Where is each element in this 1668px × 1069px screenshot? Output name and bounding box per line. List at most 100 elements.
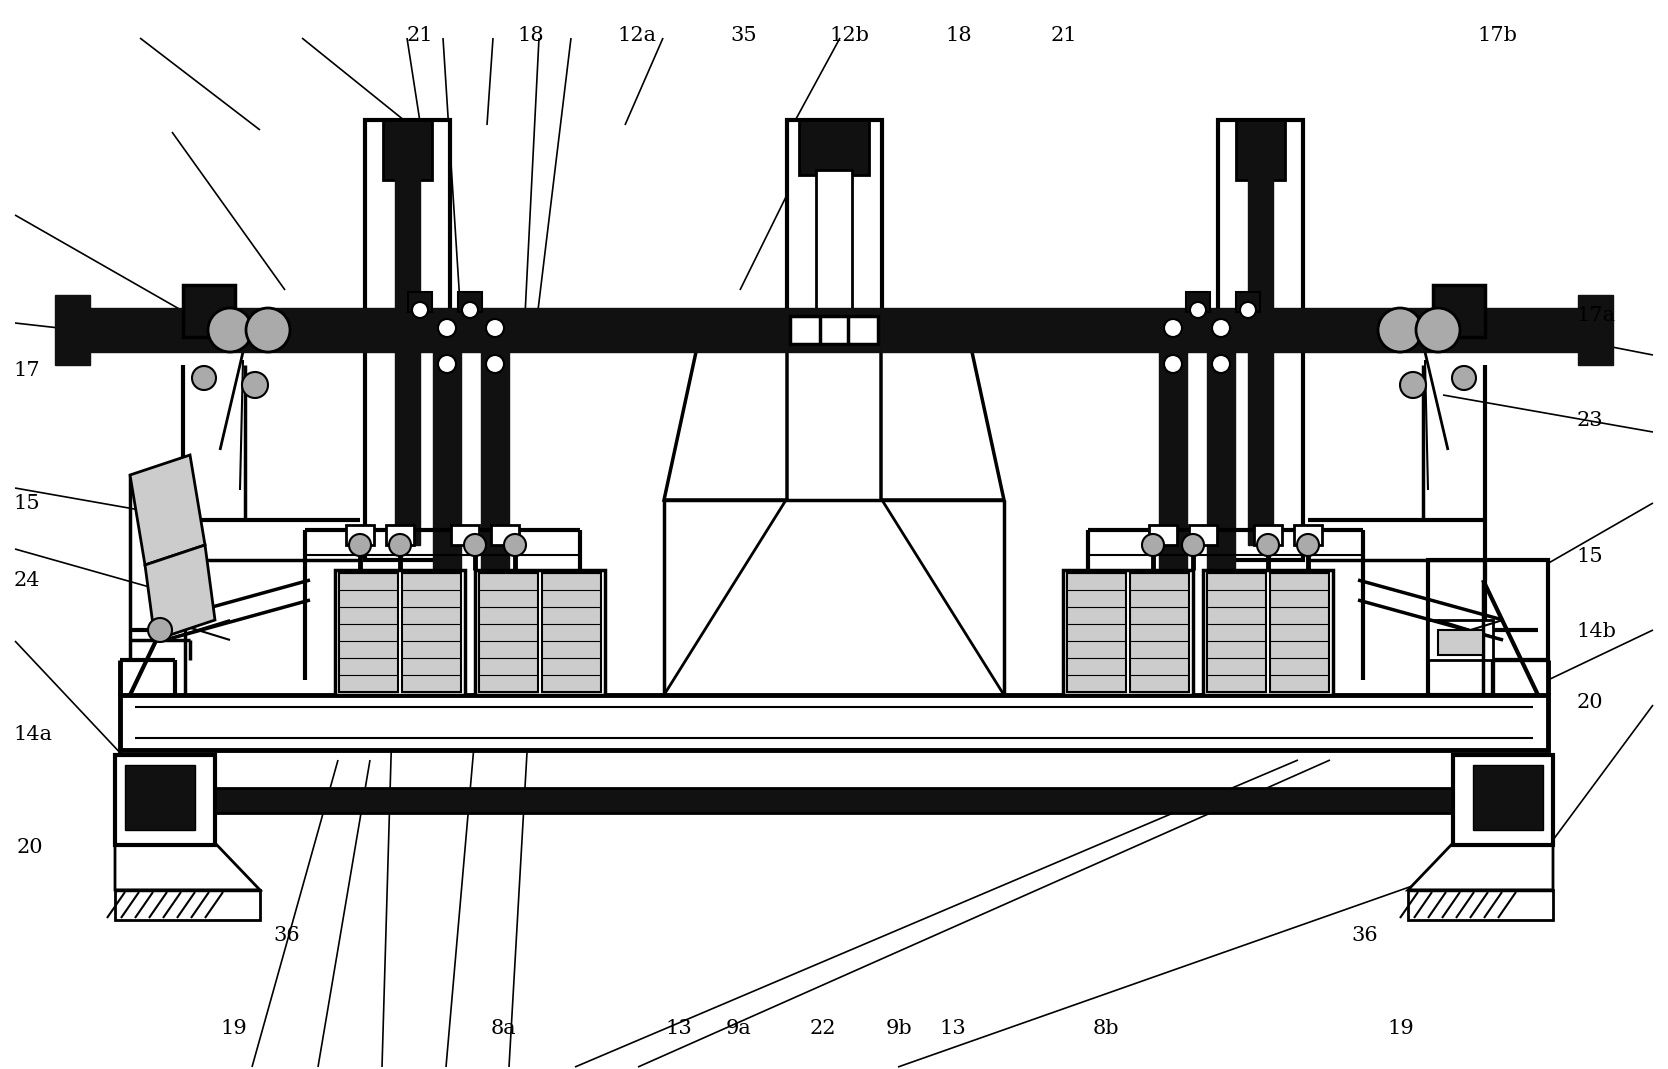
Text: 19: 19 — [220, 1019, 247, 1038]
Text: 18: 18 — [946, 26, 972, 45]
Bar — [450, 525, 479, 545]
Circle shape — [412, 303, 429, 317]
Bar — [115, 755, 215, 845]
Text: 14b: 14b — [1576, 622, 1616, 641]
Polygon shape — [881, 315, 1004, 500]
Bar — [1208, 352, 1234, 620]
Bar — [1269, 573, 1329, 692]
Bar — [1236, 120, 1284, 180]
Bar — [1068, 573, 1126, 692]
Text: 15: 15 — [13, 494, 40, 513]
Text: 21: 21 — [407, 26, 434, 45]
Circle shape — [1239, 303, 1256, 317]
Bar — [409, 292, 432, 312]
Bar — [345, 525, 374, 545]
Bar — [1236, 292, 1259, 312]
Bar — [490, 525, 519, 545]
Circle shape — [1164, 355, 1183, 373]
Bar — [1428, 620, 1493, 660]
Text: 9b: 9b — [886, 1019, 912, 1038]
Circle shape — [1258, 534, 1279, 556]
Circle shape — [1164, 319, 1183, 337]
Circle shape — [1378, 308, 1423, 352]
Circle shape — [242, 372, 269, 398]
Text: 17b: 17b — [1478, 26, 1518, 45]
Text: 36: 36 — [1351, 926, 1378, 945]
Bar — [799, 120, 869, 175]
Text: 20: 20 — [1576, 693, 1603, 712]
Bar — [1248, 175, 1273, 545]
Text: 13: 13 — [939, 1019, 966, 1038]
Text: 18: 18 — [517, 26, 544, 45]
Circle shape — [439, 319, 455, 337]
Bar — [384, 120, 432, 180]
Text: 20: 20 — [17, 838, 43, 857]
Circle shape — [504, 534, 525, 556]
Bar — [816, 170, 852, 315]
Bar — [480, 352, 509, 620]
Circle shape — [485, 319, 504, 337]
Bar — [60, 308, 85, 352]
Bar — [475, 570, 605, 695]
Circle shape — [462, 303, 479, 317]
Bar — [125, 765, 195, 830]
Text: 35: 35 — [731, 26, 757, 45]
Polygon shape — [130, 455, 205, 566]
Bar — [791, 316, 877, 344]
Bar — [1218, 120, 1303, 560]
Circle shape — [148, 618, 172, 642]
Circle shape — [1213, 355, 1229, 373]
Bar — [183, 285, 235, 337]
Bar — [1159, 352, 1188, 620]
Text: 22: 22 — [809, 1019, 836, 1038]
Bar — [1294, 525, 1323, 545]
Bar — [115, 788, 1553, 814]
Bar — [1408, 890, 1553, 920]
Bar — [1189, 525, 1218, 545]
Text: 8b: 8b — [1093, 1019, 1119, 1038]
Polygon shape — [145, 545, 215, 640]
Bar — [1186, 292, 1209, 312]
Circle shape — [464, 534, 485, 556]
Text: 12b: 12b — [829, 26, 869, 45]
Bar — [1578, 295, 1613, 365]
Bar — [1254, 525, 1283, 545]
Circle shape — [485, 355, 504, 373]
Bar — [1203, 570, 1333, 695]
Polygon shape — [115, 843, 260, 890]
Circle shape — [389, 534, 410, 556]
Bar — [115, 890, 260, 920]
Text: 12a: 12a — [617, 26, 657, 45]
Text: 9a: 9a — [726, 1019, 752, 1038]
Circle shape — [1416, 308, 1460, 352]
Polygon shape — [1428, 560, 1548, 695]
Text: 8a: 8a — [490, 1019, 517, 1038]
Text: 23: 23 — [1576, 410, 1603, 430]
Bar — [365, 120, 450, 560]
Circle shape — [1298, 534, 1319, 556]
Bar — [1433, 285, 1485, 337]
Bar — [335, 570, 465, 695]
Bar — [402, 573, 460, 692]
Bar — [1438, 630, 1483, 655]
Bar — [1208, 573, 1266, 692]
Circle shape — [1399, 372, 1426, 398]
Text: 13: 13 — [666, 1019, 692, 1038]
Text: 17: 17 — [13, 361, 40, 381]
Bar — [479, 573, 539, 692]
Circle shape — [1143, 534, 1164, 556]
Bar — [1063, 570, 1193, 695]
Circle shape — [1453, 366, 1476, 390]
Bar — [55, 295, 90, 365]
Bar — [1149, 525, 1178, 545]
Polygon shape — [664, 315, 787, 500]
Text: 24: 24 — [13, 571, 40, 590]
Circle shape — [208, 308, 252, 352]
Text: 15: 15 — [1576, 547, 1603, 567]
Polygon shape — [1408, 843, 1553, 890]
Text: 19: 19 — [1388, 1019, 1414, 1038]
Bar — [339, 573, 399, 692]
Bar — [385, 525, 414, 545]
Text: 14a: 14a — [13, 725, 52, 744]
Circle shape — [439, 355, 455, 373]
